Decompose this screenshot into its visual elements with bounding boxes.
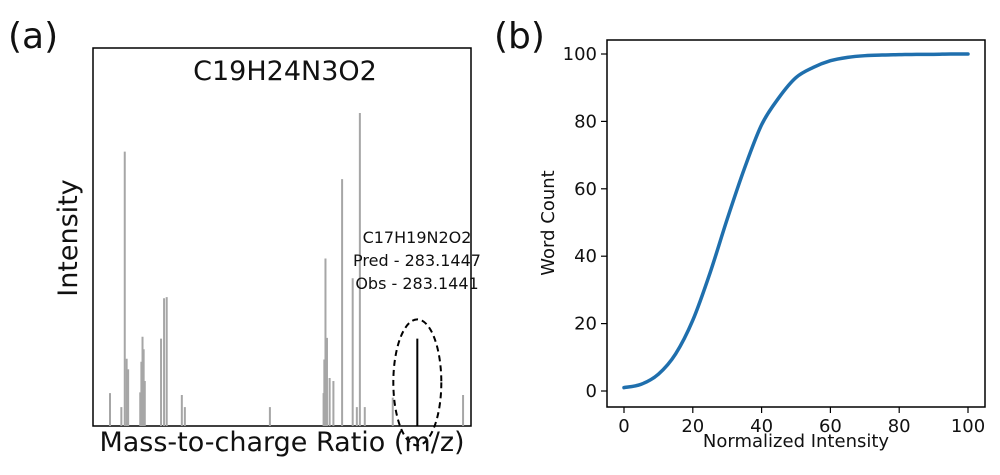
highlight-obs-label: Obs - 283.1441 [355,274,478,293]
highlight-formula-label: C17H19N2O2 [363,228,472,247]
panel-b-cumulative-curve: (b) 0 20 40 60 80 100 0 20 40 60 80 100 Normalized… [494,16,986,452]
ms-x-axis-label: Mass-to-charge Ratio (m/z) [99,427,464,458]
curve-y-ticks: 0 20 40 60 80 100 [563,44,607,402]
highlight-pred-label: Pred - 283.1447 [353,251,481,270]
panel-a-mass-spectrum: (a) C19H24N3O2 C17H19N2O2 Pred - 283.144… [8,16,481,458]
curve-x-tick-label: 60 [819,416,842,437]
curve-x-tick-label: 20 [681,416,704,437]
curve-x-axis-label: Normalized Intensity [703,431,889,452]
ms-y-axis-label: Intensity [53,179,84,297]
curve-plot-frame [606,39,986,408]
curve-x-tick-label: 40 [750,416,773,437]
curve-x-tick-label: 100 [951,416,985,437]
ms-peaks-group [109,113,465,426]
curve-y-tick-label: 80 [574,111,597,132]
curve-x-tick-label: 80 [888,416,911,437]
ms-plot-frame [92,47,472,427]
curve-y-tick-label: 0 [586,381,597,402]
curve-y-tick-label: 60 [574,179,597,200]
ms-highlight-ellipse [392,318,443,447]
curve-y-tick-label: 20 [574,314,597,335]
panel-a-label: (a) [8,16,58,57]
panel-b-label: (b) [494,16,545,57]
curve-y-tick-label: 100 [563,44,597,65]
curve-x-ticks: 0 20 40 60 80 100 [618,407,985,437]
ms-chart-title: C19H24N3O2 [193,56,377,87]
ms-highlight-group [392,318,443,447]
curve-x-tick-label: 0 [618,416,629,437]
curve-y-axis-label: Word Count [538,170,559,275]
curve-series-line [622,52,970,390]
curve-y-tick-label: 40 [574,246,597,267]
